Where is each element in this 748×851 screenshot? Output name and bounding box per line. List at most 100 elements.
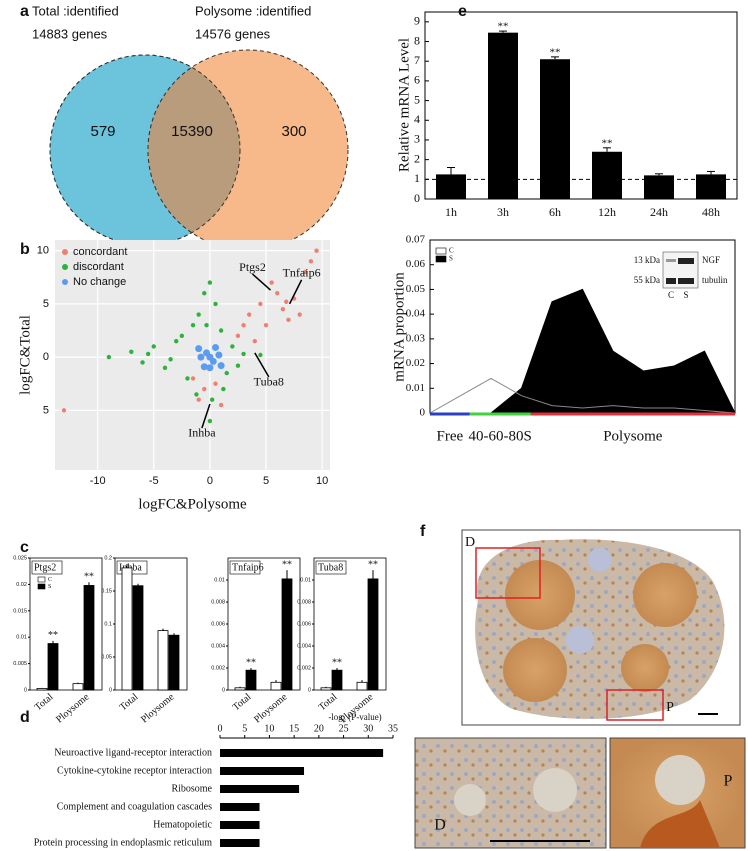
category-label: Hematopoietic — [153, 819, 212, 830]
fraction-label: 40-60-80S — [468, 428, 531, 444]
band-protein: tubulin — [702, 275, 728, 285]
plot-area — [55, 240, 330, 470]
point — [280, 307, 286, 312]
point — [61, 408, 67, 413]
point — [241, 322, 246, 328]
zoom-box — [606, 689, 664, 721]
y-tick-label: 4 — [414, 112, 420, 126]
legend-swatch — [62, 264, 68, 270]
y-tick-label: 0 — [109, 687, 112, 693]
follicle — [588, 548, 612, 572]
point — [151, 344, 156, 349]
legend-swatch — [37, 576, 46, 583]
y-tick-label: 0.004 — [297, 643, 311, 649]
y-tick-label: 0 — [420, 407, 426, 419]
title-box — [315, 560, 347, 575]
bar — [220, 821, 260, 829]
point — [215, 351, 223, 359]
x-tick-label: -10 — [90, 475, 106, 487]
point — [168, 357, 173, 362]
significance: ** — [84, 572, 94, 583]
bar — [72, 683, 84, 691]
panel-letter: b — [20, 241, 30, 258]
image-label: P — [666, 700, 674, 715]
x-tick-label: Total — [317, 691, 340, 713]
y-tick-label: 0.03 — [406, 332, 426, 344]
bar — [488, 32, 518, 199]
panel-letter: c — [20, 539, 29, 556]
significance: ** — [550, 46, 561, 58]
point — [145, 351, 151, 357]
y-tick-label: 0 — [222, 687, 225, 693]
follicle — [621, 644, 669, 692]
y-tick-label: 3 — [414, 132, 420, 146]
legend-swatch — [62, 279, 68, 285]
follicle — [655, 755, 705, 805]
bar — [331, 669, 343, 691]
annotation: Inhba — [188, 426, 216, 440]
point — [207, 280, 213, 285]
legend-label: C — [449, 247, 454, 255]
annotation-arrow — [252, 273, 272, 291]
y-tick-label: 0.05 — [101, 654, 112, 660]
annotation: Tnfaip6 — [283, 266, 321, 280]
bar — [47, 643, 59, 691]
fraction-label: Free — [436, 428, 463, 444]
point — [106, 354, 112, 360]
y-tick-label: 0.02 — [16, 582, 27, 588]
y-tick-label: 0 — [43, 351, 49, 363]
y-tick-label: 5 — [43, 404, 49, 416]
point — [196, 397, 201, 402]
legend-swatch — [435, 247, 447, 255]
y-tick-label: 0.006 — [211, 621, 225, 627]
x-tick-label: Total — [33, 691, 56, 713]
y-tick-label: 0 — [414, 191, 420, 205]
panel-letter: d — [20, 709, 30, 726]
point — [235, 363, 241, 368]
panel-title: Ptgs2 — [34, 562, 56, 573]
bar — [320, 687, 332, 691]
category-label: Ribosome — [171, 783, 212, 794]
significance: ** — [602, 137, 613, 149]
panel-letter: a — [20, 3, 29, 20]
y-tick-label: 0.06 — [406, 258, 426, 270]
point — [209, 357, 217, 365]
x-tick-label: 5 — [263, 475, 269, 487]
point — [269, 280, 274, 285]
line — [429, 377, 736, 414]
y-tick-label: 0.01 — [214, 577, 225, 583]
micrograph — [414, 529, 746, 849]
point — [224, 370, 229, 376]
y-tick-label: 0.15 — [101, 588, 112, 594]
bar — [234, 687, 246, 691]
point — [263, 322, 269, 328]
category-label: Cytokine-cytokine receptor interaction — [57, 765, 212, 776]
bar — [436, 174, 466, 199]
point — [197, 353, 205, 361]
x-tick-label: 1h — [445, 205, 457, 219]
bar — [168, 634, 180, 691]
y-tick-label: 0.05 — [406, 283, 426, 295]
blot-band — [666, 278, 676, 284]
follicle — [454, 784, 486, 816]
point — [303, 269, 308, 275]
annotation-arrow — [288, 279, 303, 305]
point — [230, 344, 235, 349]
point — [314, 248, 319, 253]
significance: ** — [246, 657, 256, 668]
category-label: Neuroactive ligand-receptor interaction — [54, 747, 212, 758]
bar — [245, 669, 257, 691]
plot-frame — [29, 557, 103, 691]
point — [140, 360, 145, 365]
area — [430, 288, 736, 414]
y-tick-label: 0.025 — [13, 555, 27, 561]
y-tick-label: 0.008 — [297, 599, 311, 605]
bar — [270, 681, 282, 691]
bar — [83, 585, 95, 691]
point — [221, 386, 226, 392]
category-label: Complement and coagulation cascades — [57, 801, 212, 812]
y-tick-label: 0.002 — [211, 665, 225, 671]
legend-label: S — [48, 584, 51, 590]
point — [213, 381, 218, 386]
x-tick-label: 35 — [388, 723, 398, 734]
